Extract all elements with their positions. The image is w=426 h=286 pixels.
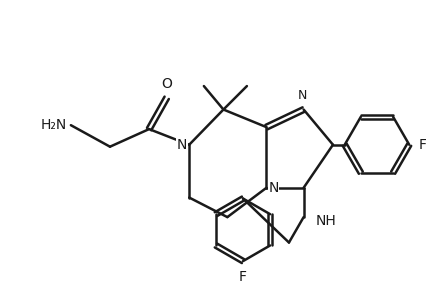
Text: O: O — [161, 77, 172, 91]
Text: N: N — [177, 138, 187, 152]
Text: NH: NH — [315, 214, 336, 228]
Text: F: F — [419, 138, 426, 152]
Text: N: N — [268, 181, 279, 195]
Text: H₂N: H₂N — [41, 118, 67, 132]
Text: F: F — [239, 270, 247, 284]
Text: N: N — [298, 89, 307, 102]
